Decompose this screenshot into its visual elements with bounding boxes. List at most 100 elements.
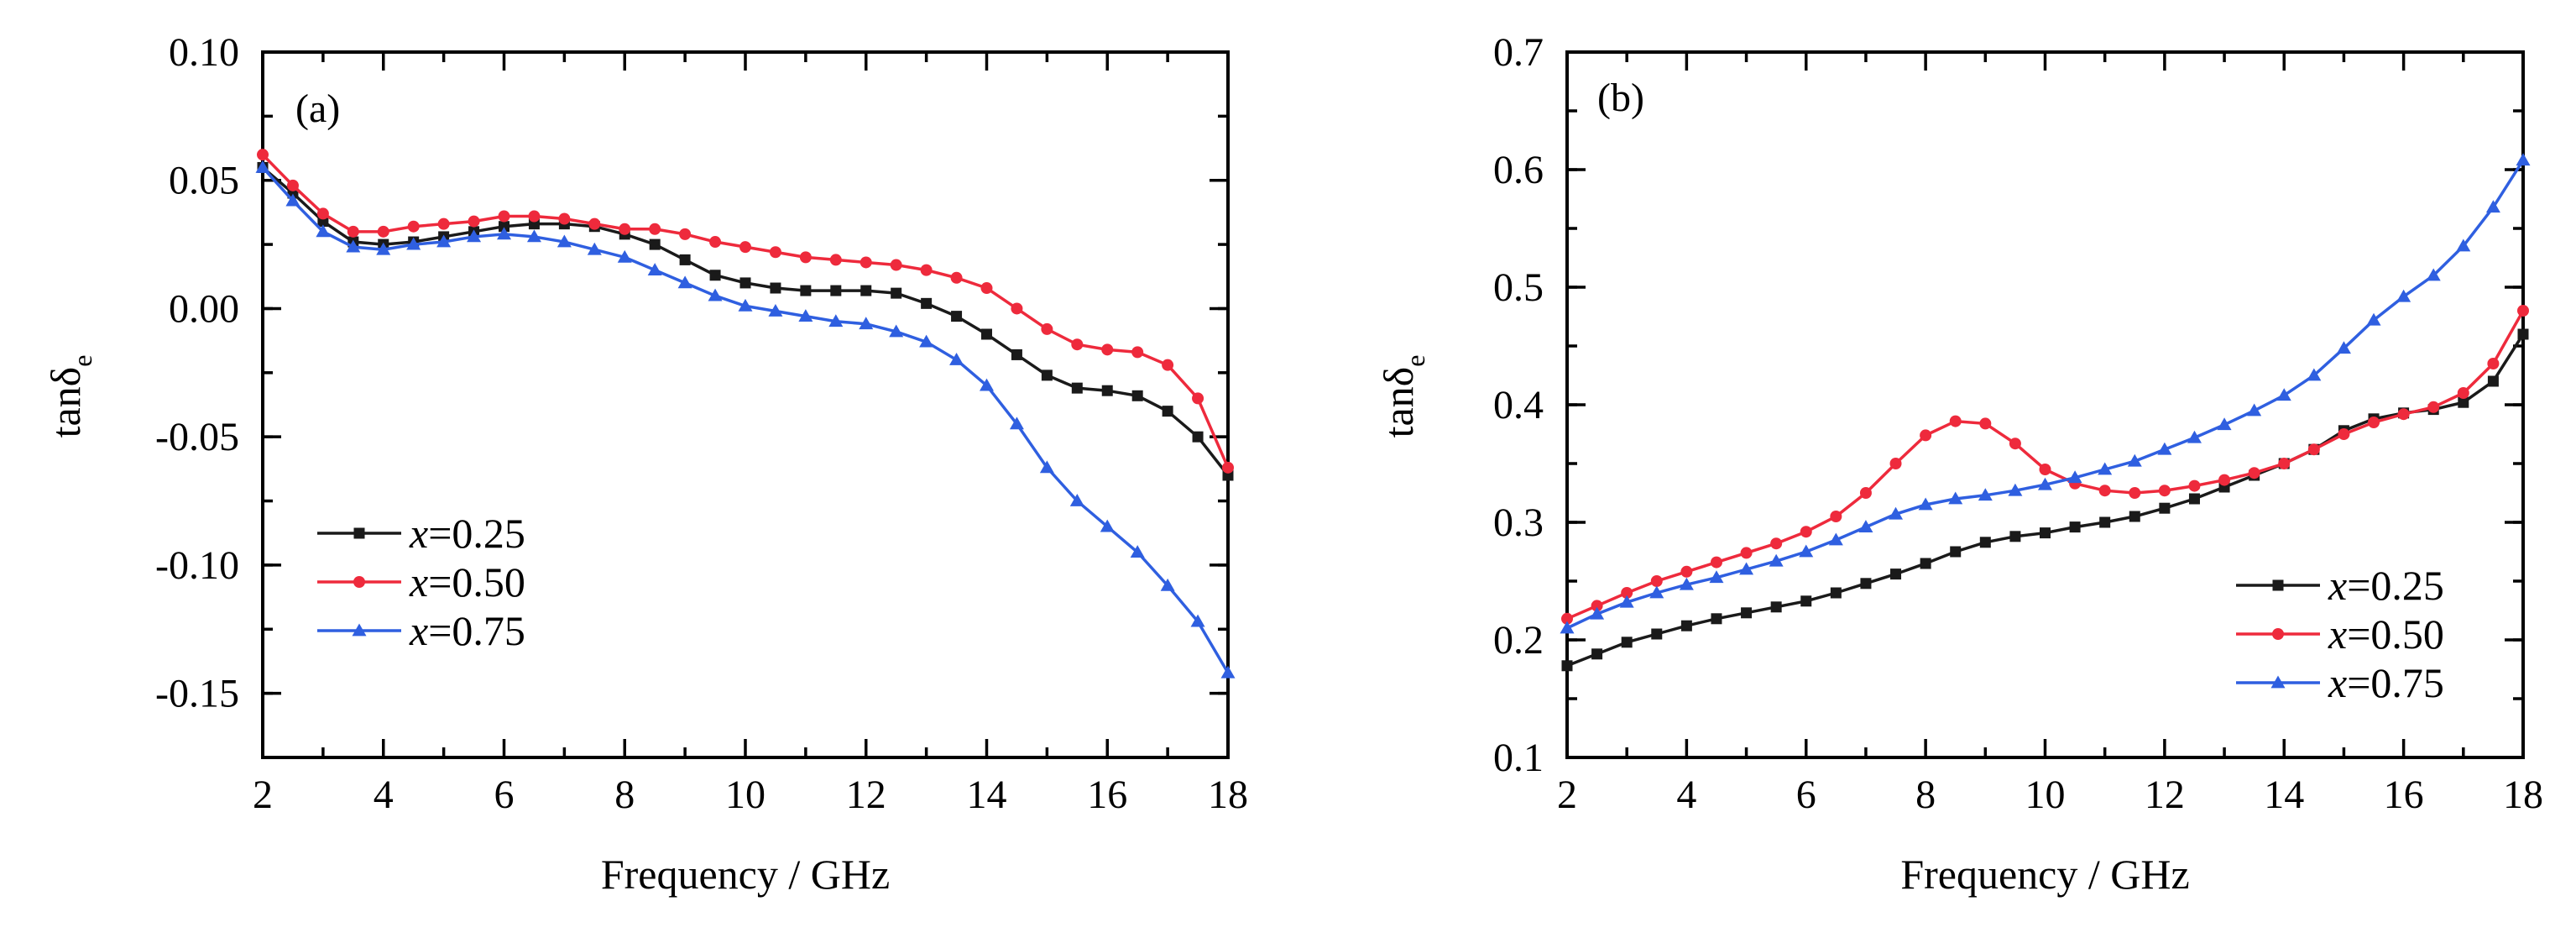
data-point: [255, 160, 270, 173]
data-point: [346, 239, 361, 253]
data-point: [2307, 443, 2320, 456]
data-point: [1160, 578, 1175, 591]
data-point: [499, 221, 509, 233]
y-tick-label: 0.05: [169, 159, 239, 203]
data-point: [377, 225, 389, 238]
data-point: [1131, 390, 1143, 401]
data-point: [1800, 526, 1812, 538]
data-point: [1828, 532, 1843, 546]
data-point: [799, 251, 812, 264]
y-tick-label: 0.7: [1493, 30, 1544, 75]
data-point: [437, 217, 450, 230]
x-tick-label: 8: [614, 773, 635, 817]
y-axis-title-subscript: e: [67, 355, 97, 367]
data-point: [1918, 497, 1933, 511]
data-point: [347, 225, 359, 238]
y-tick-label: 0.6: [1493, 148, 1544, 192]
data-point: [2098, 462, 2113, 475]
data-point: [1651, 628, 1663, 640]
data-point: [1621, 587, 1633, 599]
data-point: [860, 285, 872, 296]
legend-label-var: x: [2328, 562, 2347, 609]
data-point: [709, 270, 721, 281]
data-point: [1039, 460, 1054, 474]
data-point: [1222, 461, 1234, 474]
data-point: [2187, 430, 2202, 443]
data-point: [798, 309, 813, 322]
data-point: [1800, 595, 1812, 607]
data-point: [1741, 607, 1753, 619]
y-tick-label: 0.2: [1493, 618, 1544, 663]
x-tick-label: 2: [253, 773, 273, 817]
y-tick-label: 0.10: [169, 30, 239, 75]
data-point: [709, 236, 722, 249]
data-point: [376, 242, 391, 255]
data-point: [919, 334, 934, 348]
data-point: [1920, 558, 1931, 569]
data-point: [2307, 368, 2322, 381]
legend-label-value: =0.50: [2347, 610, 2444, 658]
data-point: [1889, 458, 1902, 469]
data-point: [588, 217, 601, 230]
data-point: [1220, 665, 1236, 679]
data-point: [619, 223, 631, 235]
data-point: [316, 207, 329, 220]
legend-item: x=0.25: [317, 510, 525, 557]
y-tick-label: -0.15: [155, 672, 239, 716]
legend-label: x=0.25: [409, 510, 525, 557]
y-tick-label: 0.1: [1493, 736, 1544, 780]
data-point: [1979, 537, 1991, 548]
data-point: [949, 353, 964, 365]
data-point: [1101, 385, 1113, 396]
x-tick-label: 2: [1557, 773, 1577, 817]
legend-label-var: x: [409, 558, 428, 605]
data-point: [1770, 537, 1783, 550]
y-axis-title-main: tanδ: [42, 367, 89, 438]
x-tick-label: 6: [1796, 773, 1816, 817]
data-point: [830, 285, 842, 296]
data-point: [1860, 578, 1872, 590]
data-point: [2099, 516, 2111, 528]
data-point: [1192, 392, 1204, 405]
data-point: [2067, 470, 2082, 484]
legend-item: x=0.25: [2236, 562, 2444, 609]
data-point: [951, 311, 963, 322]
data-point: [2487, 375, 2499, 387]
data-point: [980, 282, 993, 295]
data-point: [2009, 531, 2021, 542]
data-point: [800, 285, 812, 296]
data-point: [257, 149, 269, 161]
data-point: [1799, 544, 1814, 558]
data-point: [436, 234, 452, 248]
data-point: [1950, 546, 1962, 558]
x-tick-label: 12: [846, 773, 886, 817]
data-point: [1979, 417, 1992, 430]
data-point: [920, 264, 933, 276]
legend-item: x=0.50: [317, 558, 525, 605]
x-tick-label: 18: [2503, 773, 2543, 817]
data-point: [587, 242, 602, 255]
data-point: [2278, 458, 2291, 469]
legend-label-value: =0.50: [428, 558, 525, 605]
data-point: [2038, 477, 2052, 490]
data-point: [2487, 358, 2500, 369]
series-line: [261, 166, 1230, 477]
data-point: [1858, 520, 1873, 532]
data-point: [2069, 521, 2081, 533]
data-point: [738, 298, 753, 312]
data-point: [1770, 601, 1782, 613]
data-point: [1830, 587, 1842, 599]
x-axis-title: Frequency / GHz: [1900, 851, 2189, 898]
data-point: [1560, 621, 1575, 634]
data-point: [1131, 346, 1144, 359]
data-point: [1769, 553, 1784, 567]
plot-frame: [261, 50, 1230, 759]
data-point: [1740, 547, 1753, 559]
x-tick-label: 18: [1208, 773, 1248, 817]
legend-label-var: x: [409, 607, 428, 654]
legend-label: x=0.75: [2328, 659, 2444, 706]
data-point: [677, 275, 692, 289]
x-tick-label: 14: [967, 773, 1007, 817]
data-point: [2397, 408, 2410, 421]
data-point: [2040, 527, 2051, 539]
